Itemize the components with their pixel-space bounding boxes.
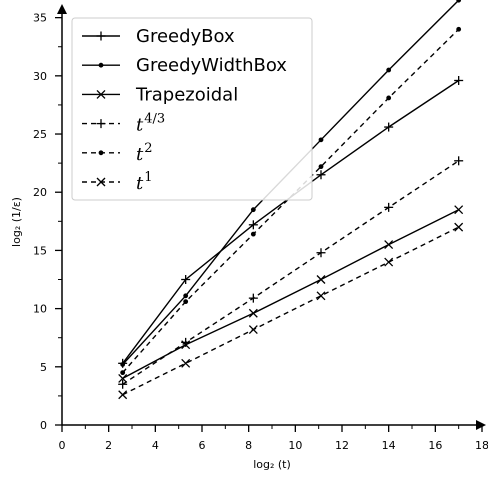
x-tick-label: 16 (428, 439, 442, 452)
data-point (248, 293, 258, 303)
data-point (248, 325, 258, 335)
y-tick-label: 25 (33, 128, 47, 141)
data-point (118, 379, 128, 389)
y-axis-label: log₂ (1/ε) (10, 197, 23, 247)
series-line (122, 209, 460, 380)
y-tick-label: 35 (33, 12, 47, 25)
data-point (118, 390, 128, 400)
data-point (454, 75, 464, 85)
data-point (384, 122, 394, 132)
data-point (456, 26, 462, 32)
data-point (120, 370, 126, 376)
legend-item: t2 (82, 141, 153, 165)
data-point (248, 308, 258, 318)
x-axis-label: log₂ (t) (253, 458, 291, 471)
y-tick-label: 15 (33, 244, 47, 257)
data-point (318, 164, 324, 170)
legend-item: t1 (82, 170, 153, 194)
legend-label: GreedyWidthBox (136, 55, 287, 76)
legend-marker (98, 150, 104, 156)
legend: GreedyBox GreedyWidthBox Trapezoidal t4/3 t2… (71, 17, 313, 201)
series-3 (118, 156, 464, 389)
y-tick-label: 10 (33, 303, 47, 316)
data-point (386, 95, 392, 101)
x-tick-label: 0 (59, 439, 66, 452)
series-5 (118, 222, 464, 400)
data-point (181, 275, 191, 285)
data-point (384, 240, 394, 250)
data-point (384, 202, 394, 212)
x-tick-label: 18 (475, 439, 488, 452)
data-point (316, 275, 326, 284)
data-point (181, 337, 191, 347)
x-tick-label: 10 (288, 439, 302, 452)
legend-marker (96, 119, 106, 129)
data-point (454, 205, 464, 215)
data-point (183, 293, 189, 299)
legend-marker (96, 177, 106, 187)
x-tick-label: 8 (245, 439, 252, 452)
data-point (250, 231, 256, 237)
x-tick-label: 2 (105, 439, 112, 452)
legend-label: t1 (136, 170, 153, 194)
y-tick-label: 20 (33, 186, 47, 199)
data-point (248, 220, 258, 230)
x-tick-label: 4 (152, 439, 159, 452)
legend-item: t4/3 (82, 112, 165, 136)
series-line (122, 226, 460, 396)
data-point (454, 222, 464, 232)
data-point (384, 257, 394, 267)
legend-frame (71, 17, 313, 201)
y-tick-label: 0 (40, 419, 47, 432)
data-point (316, 291, 326, 301)
data-point (454, 156, 464, 166)
data-point (318, 137, 324, 143)
legend-label: GreedyBox (136, 26, 235, 47)
legend-marker (98, 62, 104, 68)
x-tick-label: 6 (199, 439, 206, 452)
legend-item: Trapezoidal (82, 84, 238, 105)
data-point (250, 207, 256, 213)
legend-marker (96, 89, 106, 99)
y-ticks: 0 5 10 15 20 25 30 35 (33, 12, 62, 432)
data-point (120, 362, 126, 367)
legend-label: t2 (136, 141, 153, 165)
data-point (316, 170, 326, 180)
data-point (118, 373, 128, 383)
data-point (316, 248, 326, 258)
series-line (122, 160, 460, 385)
data-point (386, 67, 392, 73)
legend-item: GreedyBox (82, 26, 235, 47)
x-ticks: 0 2 4 6 8 10 12 14 16 18 (59, 425, 488, 452)
legend-item: GreedyWidthBox (82, 55, 287, 76)
data-point (183, 299, 189, 305)
data-point (181, 358, 191, 368)
x-tick-label: 12 (335, 439, 349, 452)
legend-label: t4/3 (136, 112, 165, 136)
series-2 (118, 205, 464, 383)
y-tick-label: 5 (40, 361, 47, 374)
data-point (456, 0, 462, 3)
legend-marker (96, 31, 106, 41)
legend-label: Trapezoidal (135, 84, 238, 105)
x-tick-label: 14 (382, 439, 396, 452)
y-tick-label: 30 (33, 70, 47, 83)
